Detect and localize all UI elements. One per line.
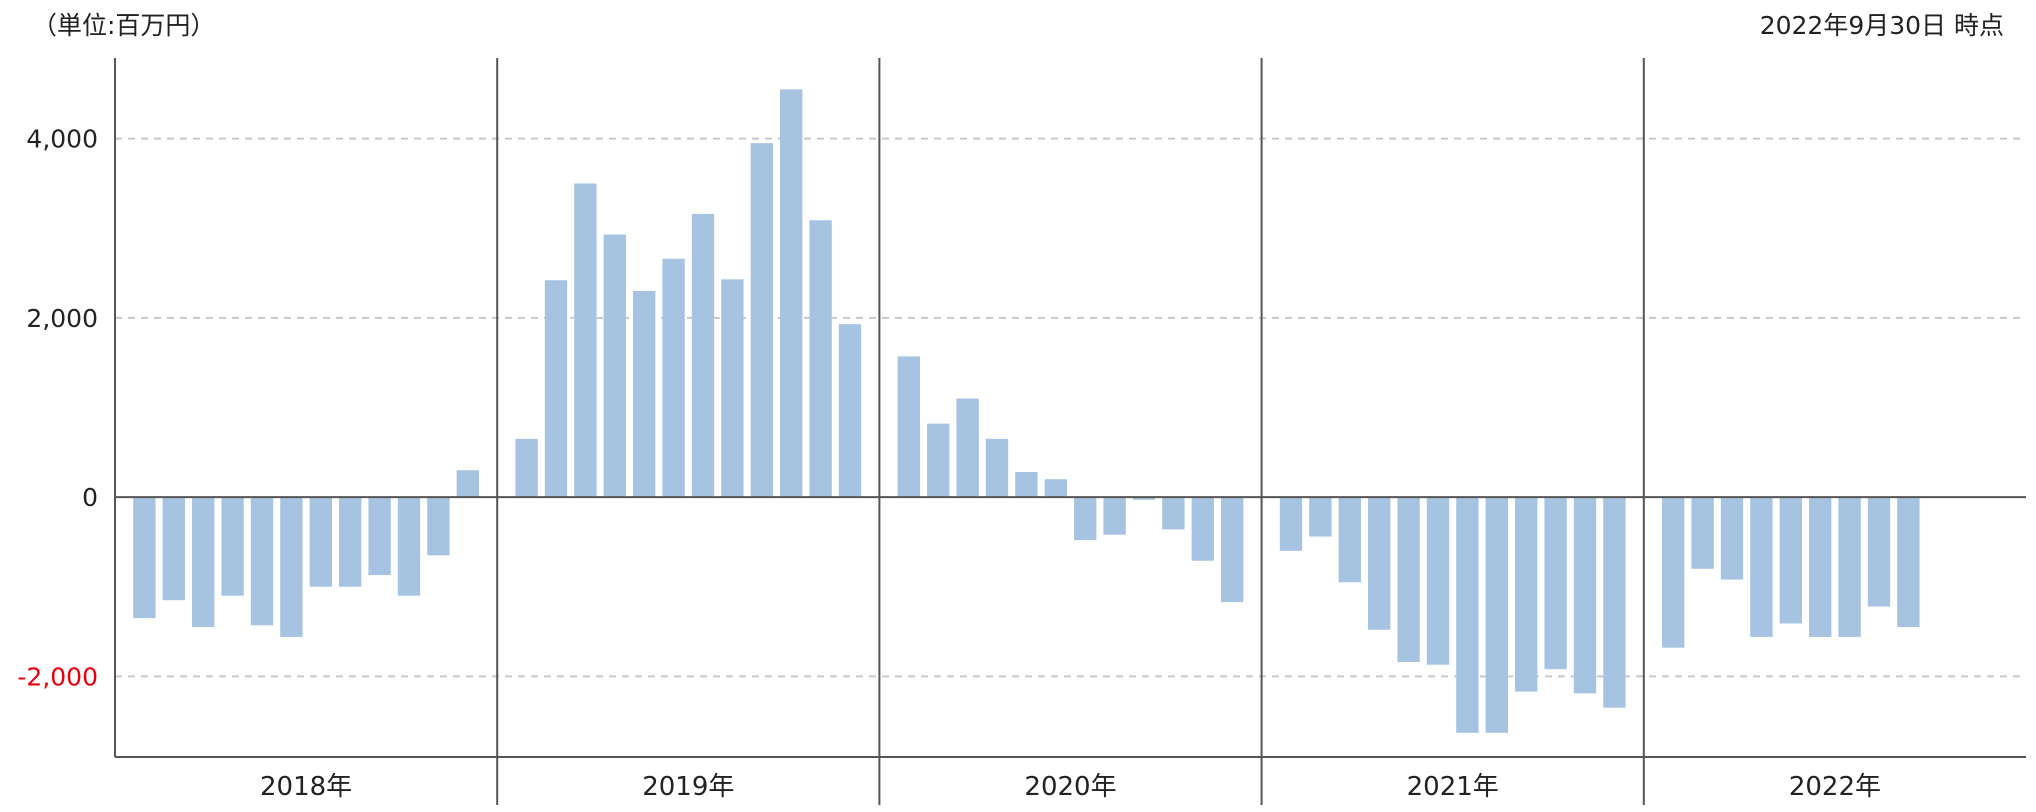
bar	[280, 497, 303, 637]
bar	[1691, 497, 1714, 569]
bar	[1426, 497, 1450, 665]
axes	[114, 58, 2026, 805]
bar	[1221, 497, 1244, 602]
unit-label: （単位:百万円）	[32, 11, 216, 40]
bar	[162, 497, 185, 601]
bar	[1897, 497, 1920, 628]
bar	[1044, 479, 1067, 498]
x-tick-label: 2021年	[1407, 772, 1499, 802]
bar	[397, 497, 421, 596]
bar	[221, 497, 244, 596]
bar	[985, 438, 1009, 498]
bar	[1162, 497, 1185, 530]
bar	[427, 497, 450, 556]
bar	[339, 497, 362, 587]
bar	[192, 497, 215, 628]
as-of-date: 2022年9月30日 時点	[1759, 11, 2004, 40]
bar	[1015, 472, 1038, 498]
y-tick-label: 0	[82, 483, 98, 512]
bar	[515, 438, 538, 498]
bar	[1132, 497, 1156, 500]
bar	[838, 324, 862, 498]
bar	[750, 143, 773, 498]
bar	[1603, 497, 1626, 708]
bar	[1720, 497, 1744, 580]
bar	[1397, 497, 1420, 663]
bar	[133, 497, 156, 619]
bar	[1309, 497, 1332, 537]
bar	[1103, 497, 1126, 535]
bar	[1809, 497, 1832, 637]
y-tick-label: 2,000	[26, 304, 98, 333]
bar	[1662, 497, 1685, 648]
bar	[544, 280, 568, 498]
y-tick-label: 4,000	[26, 125, 98, 154]
bar	[1456, 497, 1479, 733]
bar	[662, 258, 685, 498]
bar	[809, 220, 832, 498]
bar	[956, 398, 979, 498]
bar	[1750, 497, 1773, 637]
x-tick-label: 2018年	[260, 772, 352, 802]
bar	[1779, 497, 1802, 624]
bar	[633, 291, 656, 498]
bar	[456, 470, 479, 498]
bar	[1838, 497, 1861, 637]
bar	[368, 497, 391, 576]
bar	[927, 423, 950, 498]
x-tick-label: 2022年	[1789, 772, 1881, 802]
bar	[1368, 497, 1391, 630]
bar	[250, 497, 274, 626]
bar	[1485, 497, 1508, 733]
y-tick-label: -2,000	[17, 662, 98, 691]
bar	[1074, 497, 1097, 541]
x-tick-label: 2020年	[1024, 772, 1116, 802]
axis-labels: -2,000 0 2,000 4,000 2018年 2019年 2020年 2021年 202…	[17, 125, 1881, 802]
bar	[1515, 497, 1538, 692]
bar	[574, 183, 597, 498]
bar	[780, 89, 803, 498]
bar	[603, 234, 626, 498]
bars	[133, 89, 1920, 733]
bar	[309, 497, 332, 587]
bar	[1867, 497, 1891, 607]
bar	[721, 279, 744, 498]
bar	[1191, 497, 1214, 561]
gridlines	[115, 137, 2026, 678]
bar	[897, 356, 920, 498]
bar	[1573, 497, 1597, 694]
bar	[691, 213, 715, 498]
bar	[1338, 497, 1361, 583]
x-tick-label: 2019年	[642, 772, 734, 802]
bar	[1279, 497, 1303, 551]
bar	[1544, 497, 1567, 670]
